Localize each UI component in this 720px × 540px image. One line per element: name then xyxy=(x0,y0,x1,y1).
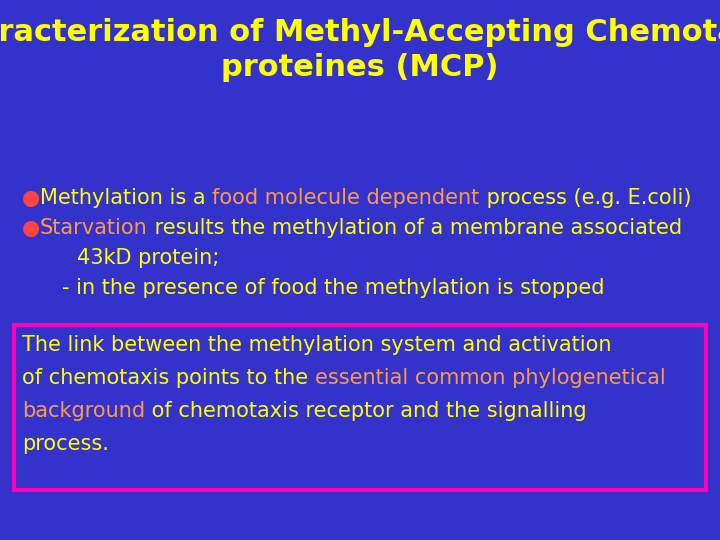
Text: ●: ● xyxy=(22,218,40,238)
Text: of chemotaxis receptor and the signalling: of chemotaxis receptor and the signallin… xyxy=(145,401,587,421)
Text: - in the presence of food the methylation is stopped: - in the presence of food the methylatio… xyxy=(62,278,605,298)
Text: ●: ● xyxy=(22,188,40,208)
Text: The link between the methylation system and activation: The link between the methylation system … xyxy=(22,335,611,355)
Text: process.: process. xyxy=(22,434,109,454)
Text: Characterization of Methyl-Accepting Chemotaxis
proteines (MCP): Characterization of Methyl-Accepting Che… xyxy=(0,18,720,82)
Text: background: background xyxy=(22,401,145,421)
Text: results the methylation of a membrane associated: results the methylation of a membrane as… xyxy=(148,218,682,238)
Text: Methylation is a: Methylation is a xyxy=(40,188,212,208)
Text: process (e.g. E.coli): process (e.g. E.coli) xyxy=(480,188,691,208)
Text: of chemotaxis points to the: of chemotaxis points to the xyxy=(22,368,315,388)
Text: food molecule dependent: food molecule dependent xyxy=(212,188,480,208)
Text: Starvation: Starvation xyxy=(40,218,148,238)
Text: 43kD protein;: 43kD protein; xyxy=(77,248,220,268)
Text: essential common phylogenetical: essential common phylogenetical xyxy=(315,368,665,388)
